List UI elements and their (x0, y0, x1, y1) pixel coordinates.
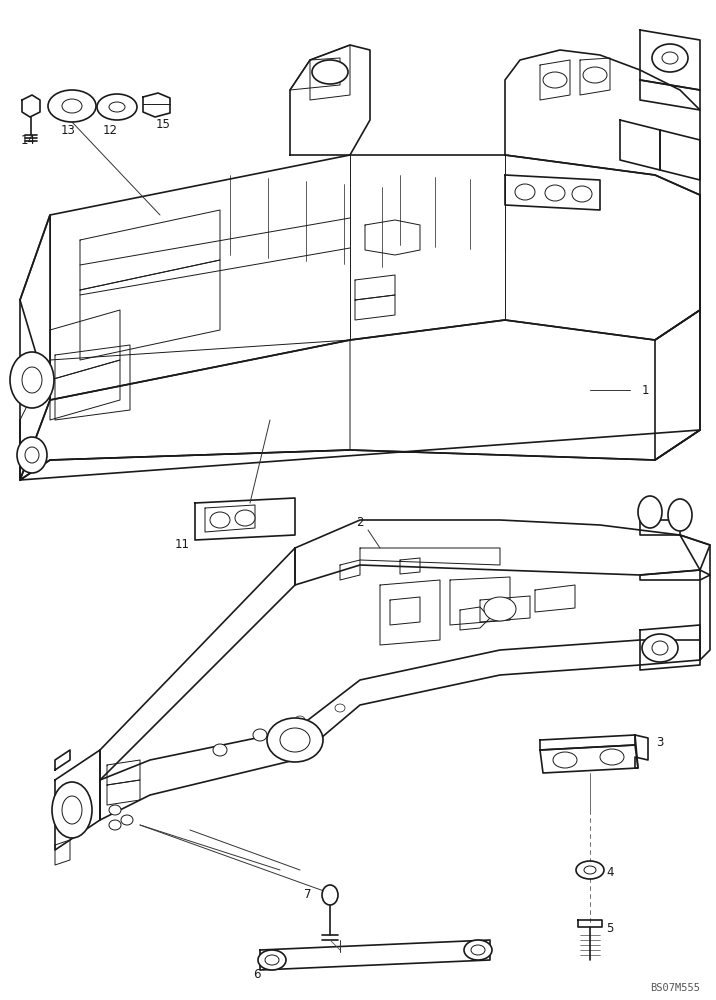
Text: 7: 7 (304, 888, 311, 902)
Ellipse shape (576, 861, 604, 879)
Ellipse shape (109, 820, 121, 830)
Ellipse shape (265, 955, 279, 965)
Ellipse shape (25, 447, 39, 463)
Text: 5: 5 (606, 922, 614, 934)
Ellipse shape (312, 60, 348, 84)
Text: 11: 11 (175, 538, 190, 552)
Text: 1: 1 (642, 383, 649, 396)
Text: 15: 15 (155, 118, 170, 131)
Ellipse shape (109, 805, 121, 815)
Ellipse shape (295, 716, 305, 724)
Text: 6: 6 (253, 968, 261, 982)
Ellipse shape (572, 186, 592, 202)
Ellipse shape (553, 752, 577, 768)
Ellipse shape (48, 90, 96, 122)
Ellipse shape (464, 940, 492, 960)
Text: 12: 12 (102, 123, 117, 136)
Ellipse shape (52, 782, 92, 838)
Ellipse shape (17, 437, 47, 473)
Ellipse shape (253, 729, 267, 741)
Ellipse shape (652, 44, 688, 72)
Text: 4: 4 (606, 865, 614, 879)
Ellipse shape (335, 704, 345, 712)
Ellipse shape (545, 185, 565, 201)
Ellipse shape (668, 499, 692, 531)
Ellipse shape (642, 634, 678, 662)
Ellipse shape (109, 102, 125, 112)
Text: BS07M555: BS07M555 (650, 983, 700, 993)
Ellipse shape (267, 718, 323, 762)
Ellipse shape (210, 512, 230, 528)
Ellipse shape (213, 744, 227, 756)
Ellipse shape (121, 815, 133, 825)
Ellipse shape (10, 352, 54, 408)
Ellipse shape (584, 866, 596, 874)
Ellipse shape (258, 950, 286, 970)
Ellipse shape (62, 99, 82, 113)
Text: 2: 2 (357, 516, 364, 530)
Text: 13: 13 (61, 123, 75, 136)
Ellipse shape (662, 52, 678, 64)
Ellipse shape (62, 796, 82, 824)
Ellipse shape (515, 184, 535, 200)
Ellipse shape (638, 496, 662, 528)
Text: 14: 14 (21, 133, 36, 146)
Text: 3: 3 (657, 736, 664, 748)
Ellipse shape (583, 67, 607, 83)
Ellipse shape (471, 945, 485, 955)
Ellipse shape (22, 367, 42, 393)
Ellipse shape (235, 510, 255, 526)
Ellipse shape (484, 597, 516, 621)
Ellipse shape (280, 728, 310, 752)
Ellipse shape (543, 72, 567, 88)
Ellipse shape (97, 94, 137, 120)
Ellipse shape (652, 641, 668, 655)
Ellipse shape (600, 749, 624, 765)
Ellipse shape (322, 885, 338, 905)
